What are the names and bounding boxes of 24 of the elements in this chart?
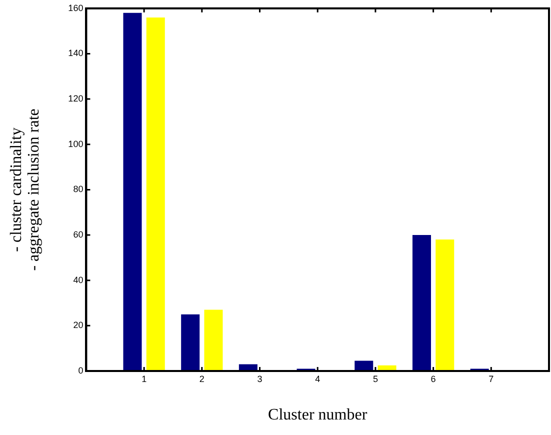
bar <box>123 12 142 371</box>
y-tick-label: 100 <box>68 138 84 149</box>
y-tick-label: 140 <box>68 48 84 58</box>
x-tick-label: 4 <box>315 374 320 384</box>
y-tick-label: 20 <box>73 320 84 330</box>
y-tick-label: 40 <box>73 274 84 285</box>
y-tick-label: 60 <box>73 230 84 240</box>
bar <box>436 240 454 371</box>
x-tick-label: 1 <box>142 374 147 384</box>
y-tick-label: 80 <box>73 184 84 194</box>
bar <box>181 314 200 371</box>
bar <box>146 17 165 371</box>
x-axis-title: Cluster number <box>268 406 368 424</box>
y-tick-label: 0 <box>78 365 84 376</box>
x-tick-label: 5 <box>372 374 378 384</box>
y-axis-title: - cluster cardinality - aggregate inclusion rate <box>8 108 43 271</box>
x-tick-label: 3 <box>257 374 262 384</box>
x-tick-label: 2 <box>199 374 204 384</box>
x-tick-label: 6 <box>430 374 436 384</box>
bar <box>412 235 431 371</box>
y-tick-label: 120 <box>68 94 84 104</box>
x-tick-label: 7 <box>488 374 494 384</box>
bar <box>204 310 223 371</box>
y-tick-label: 160 <box>68 2 84 13</box>
